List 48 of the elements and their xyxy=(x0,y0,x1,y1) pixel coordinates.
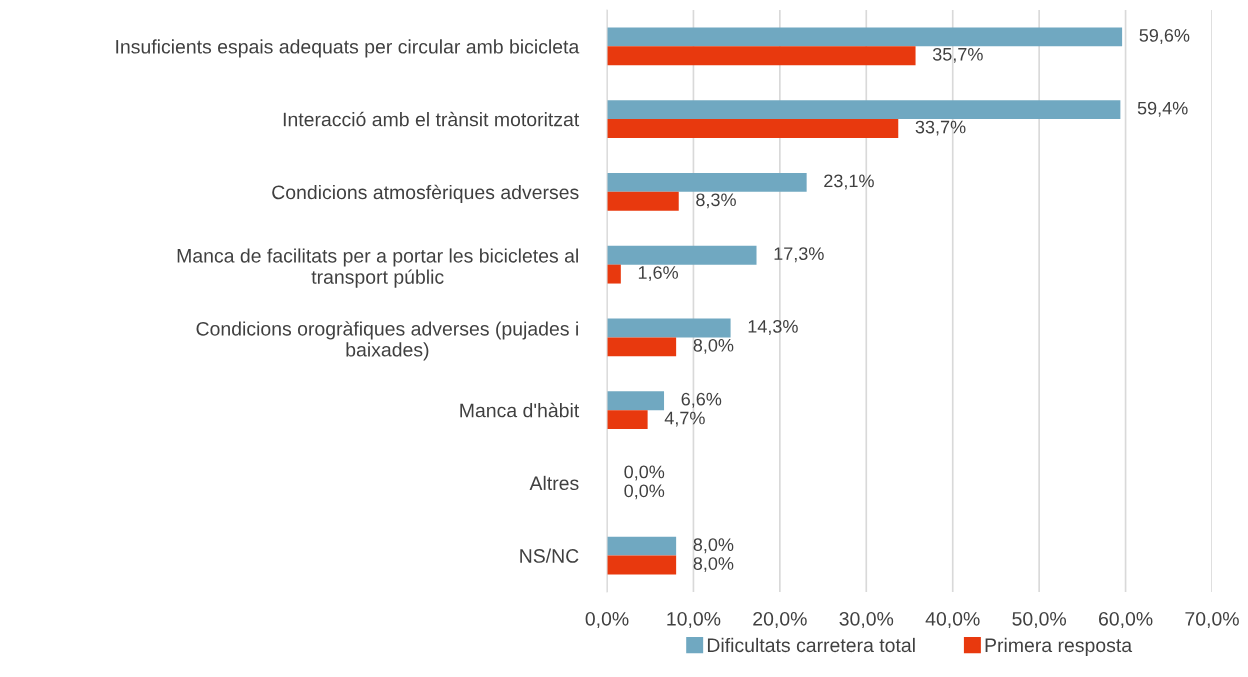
x-tick-label: 20,0% xyxy=(753,611,807,629)
x-tick-label: 30,0% xyxy=(839,611,894,629)
bar xyxy=(607,172,807,192)
y-tick-label: Altres xyxy=(529,475,579,491)
bar xyxy=(607,191,679,211)
bar xyxy=(607,27,1123,47)
data-label: 0,0% xyxy=(624,484,665,500)
data-label: 14,3% xyxy=(748,319,798,335)
x-tick-label: 0,0% xyxy=(585,611,629,629)
y-tick-label: Condicions orogràfiques adverses (pujades i baixades) xyxy=(196,321,578,361)
y-tick-label: Insuficients espais adequats per circular amb bicicleta xyxy=(116,39,580,58)
data-label: 6,6% xyxy=(681,392,722,408)
bar xyxy=(607,46,916,66)
x-tick-label: 70,0% xyxy=(1185,611,1239,629)
data-label: 17,3% xyxy=(774,247,824,263)
x-tick-label: 50,0% xyxy=(1012,611,1067,629)
data-label: 8,0% xyxy=(693,538,734,554)
data-label: 1,6% xyxy=(638,266,679,282)
bar xyxy=(607,410,648,430)
x-tick-label: 40,0% xyxy=(925,611,980,629)
y-tick-label: Manca d'hàbit xyxy=(460,402,580,418)
data-label: 35,7% xyxy=(932,47,983,63)
data-label: 23,1% xyxy=(824,174,874,190)
x-tick-label: 10,0% xyxy=(667,611,721,629)
bar xyxy=(607,555,677,575)
y-tick-label: Condicions atmosfèriques adverses xyxy=(272,184,579,204)
bar xyxy=(607,245,757,265)
y-tick-label: Interacció amb el trànsit motoritzat xyxy=(283,111,580,127)
data-label: 0,0% xyxy=(624,465,665,481)
data-label: 8,3% xyxy=(696,193,736,209)
bar xyxy=(607,264,621,284)
y-tick-label: Manca de facilitats per a portar les bicicletes al transport públic xyxy=(177,248,578,288)
bar xyxy=(607,337,677,357)
data-label: 8,0% xyxy=(693,338,734,354)
data-label: 59,4% xyxy=(1137,101,1188,117)
bar xyxy=(607,391,665,411)
bar xyxy=(607,318,731,338)
legend-label: Dificultats carretera total xyxy=(707,637,915,653)
data-label: 4,7% xyxy=(664,411,705,427)
x-tick-label: 60,0% xyxy=(1098,611,1153,629)
legend-label: Primera resposta xyxy=(985,637,1133,656)
data-label: 59,6% xyxy=(1139,28,1190,44)
y-tick-label: NS/NC xyxy=(520,548,579,563)
bar xyxy=(607,536,677,556)
bar xyxy=(607,100,1121,120)
data-label: 8,0% xyxy=(693,557,734,573)
data-label: 33,7% xyxy=(915,120,966,136)
bar xyxy=(607,119,899,139)
